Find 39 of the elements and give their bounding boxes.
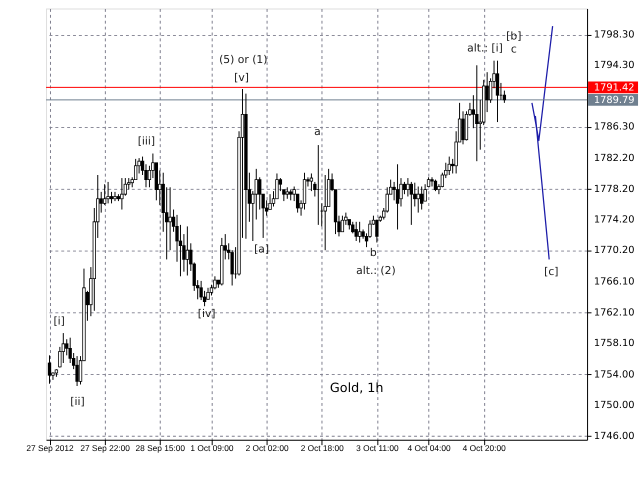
- x-tick-label: 1 Oct 09:00: [190, 443, 234, 453]
- y-tick-label: 1786.30: [594, 122, 634, 133]
- annotation: [b]: [506, 30, 522, 43]
- x-tick-label: 3 Oct 11:00: [356, 443, 399, 453]
- x-tick-label: 27 Sep 2012: [26, 443, 74, 453]
- x-tick-label: 28 Sep 15:00: [135, 443, 186, 453]
- annotation: [c]: [544, 264, 558, 278]
- text: Gold, 1h: [330, 381, 384, 396]
- y-tick-label: 1766.10: [594, 276, 634, 288]
- y-tick-label: 1758.10: [594, 338, 634, 349]
- y-tick-label: 1794.30: [594, 60, 634, 72]
- y-tick-label: 1770.20: [594, 245, 634, 256]
- annotation: a: [314, 125, 321, 138]
- annotation: [iv]: [198, 307, 216, 320]
- annotation: alt.: (2): [356, 264, 396, 277]
- ref-line-label: 1789.79: [594, 94, 634, 106]
- y-tick-label: 1782.20: [594, 153, 634, 164]
- annotation: [ii]: [70, 394, 85, 408]
- x-tick-label: 4 Oct 20:00: [462, 443, 506, 453]
- y-tick-label: 1746.00: [594, 430, 634, 442]
- annotation: [i]: [53, 314, 65, 328]
- x-tick-label: 2 Oct 18:00: [300, 443, 344, 453]
- annotation: [iii]: [138, 134, 156, 148]
- annotation: b: [370, 246, 377, 260]
- y-tick-label: 1798.30: [594, 30, 634, 41]
- annotation: [v]: [234, 70, 249, 84]
- x-tick-label: 27 Sep 22:00: [80, 443, 130, 453]
- y-tick-label: 1750.00: [594, 400, 634, 412]
- y-tick-label: 1754.00: [594, 369, 634, 380]
- y-tick-label: 1774.20: [594, 214, 634, 226]
- annotation: [a]: [254, 242, 270, 256]
- annotation: alt.: [i]: [467, 42, 503, 55]
- x-tick-label: 2 Oct 02:00: [246, 443, 289, 453]
- annotation: (5) or (1): [219, 52, 268, 66]
- y-tick-label: 1778.20: [594, 184, 634, 195]
- x-tick-label: 4 Oct 04:00: [408, 443, 451, 453]
- annotation: c: [510, 42, 517, 56]
- y-tick-label: 1762.10: [594, 307, 634, 318]
- ref-line-label: 1791.42: [594, 82, 634, 94]
